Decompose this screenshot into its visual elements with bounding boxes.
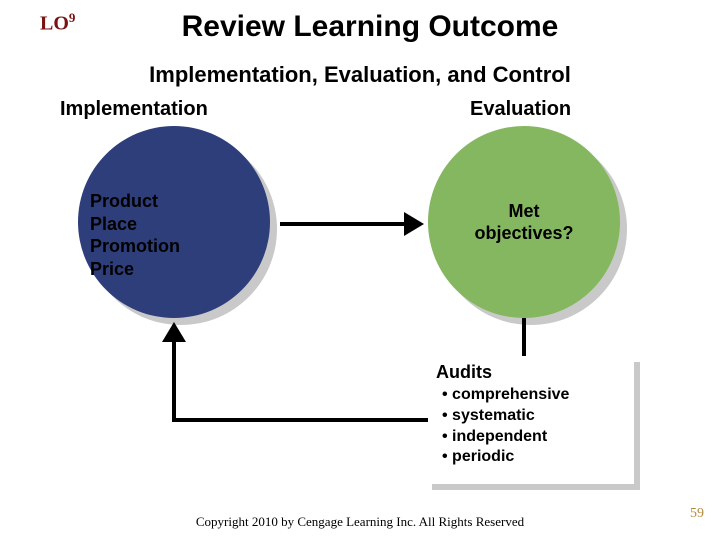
four-p-place: Place (90, 213, 180, 236)
lo-number: 9 (69, 10, 76, 25)
feedback-arrow-head (162, 322, 186, 342)
feedback-arrow-horizontal (172, 418, 428, 422)
implementation-heading: Implementation (60, 98, 208, 121)
arrow-implementation-to-evaluation-shaft (280, 222, 410, 226)
page-subtitle: Implementation, Evaluation, and Control (0, 62, 720, 88)
four-p-price: Price (90, 258, 180, 281)
page-number: 59 (690, 506, 704, 522)
evaluation-line2: objectives? (474, 222, 573, 245)
copyright-text: Copyright 2010 by Cengage Learning Inc. … (0, 514, 720, 530)
audit-item-systematic: systematic (442, 406, 624, 427)
learning-objective-label: LO9 (40, 10, 75, 36)
four-ps-list: Product Place Promotion Price (90, 190, 180, 280)
evaluation-circle: Met objectives? (428, 126, 620, 318)
evaluation-text: Met objectives? (474, 200, 573, 245)
audit-item-independent: independent (442, 427, 624, 448)
audits-title: Audits (436, 362, 624, 383)
page-title: Review Learning Outcome (140, 10, 600, 44)
four-p-promotion: Promotion (90, 235, 180, 258)
audits-list: comprehensive systematic independent per… (436, 385, 624, 468)
audits-box: Audits comprehensive systematic independ… (426, 356, 634, 484)
evaluation-line1: Met (474, 200, 573, 223)
four-p-product: Product (90, 190, 180, 213)
audit-item-comprehensive: comprehensive (442, 385, 624, 406)
audit-item-periodic: periodic (442, 447, 624, 468)
connector-evaluation-to-audits (522, 318, 526, 358)
feedback-arrow-vertical (172, 340, 176, 422)
lo-prefix: LO (40, 13, 69, 35)
arrow-implementation-to-evaluation-head (404, 212, 424, 236)
evaluation-heading: Evaluation (470, 98, 571, 121)
